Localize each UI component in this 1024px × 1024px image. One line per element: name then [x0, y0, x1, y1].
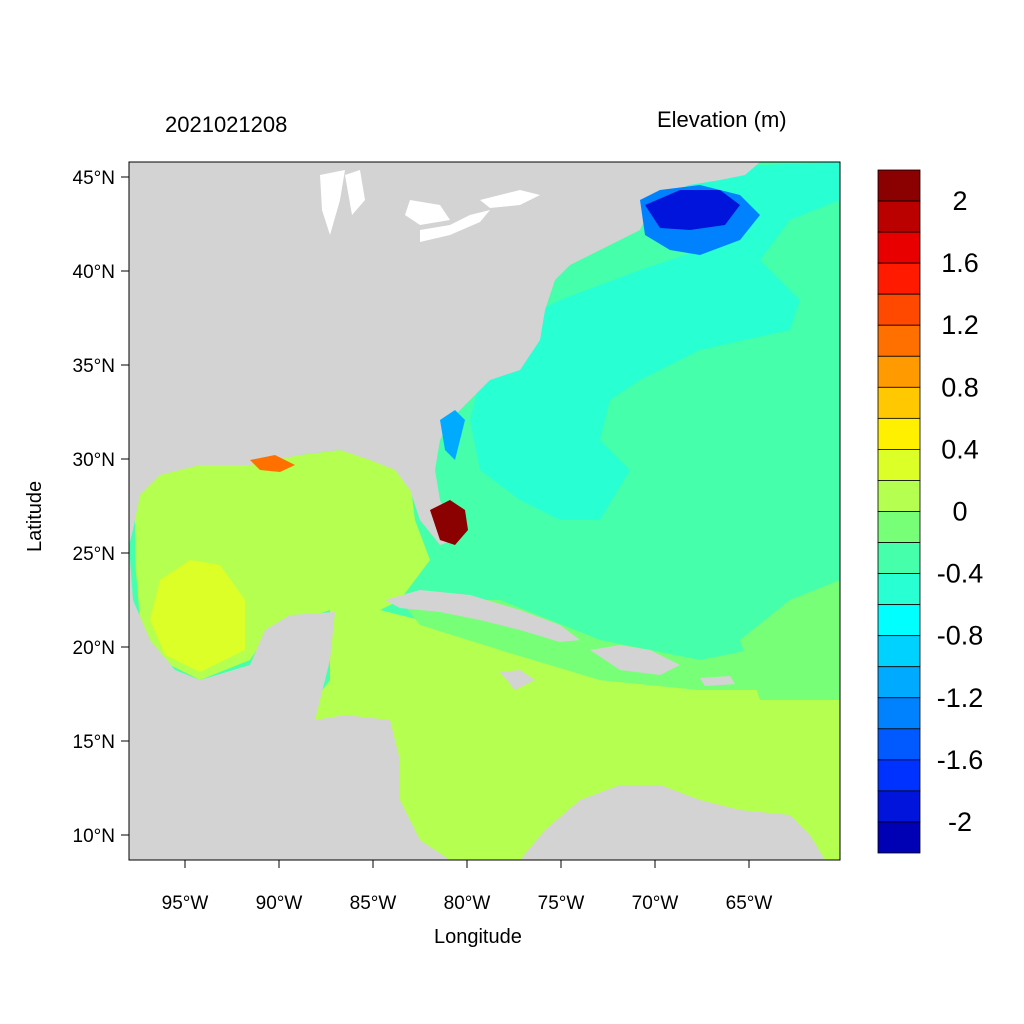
hispaniola-land: [590, 645, 680, 675]
mexico-land: [129, 545, 450, 860]
lon-tick-label: 80°W: [444, 893, 491, 914]
colorbar-swatch: [877, 759, 921, 792]
east-caribbean-region: [740, 580, 840, 700]
lat-tick-label: 10°N: [73, 826, 115, 847]
lat-tick-label: 30°N: [73, 450, 115, 471]
colorbar-label: 1.2: [941, 310, 979, 340]
great-lakes: [320, 170, 540, 242]
jamaica-land: [500, 670, 535, 690]
colorbar-swatch: [877, 200, 921, 233]
carolina-coastal-low: [440, 410, 465, 460]
variable-title: Elevation (m): [657, 107, 787, 132]
colorbar-label: 2: [952, 186, 967, 216]
colorbar-swatch: [877, 480, 921, 512]
colorbar-swatch: [877, 511, 921, 543]
lon-tick-label: 65°W: [726, 893, 773, 914]
x-axis-label: Longitude: [434, 926, 522, 948]
colorbar-swatch: [877, 231, 921, 264]
colorbar-label: 1.6: [941, 248, 979, 278]
north-america-land: [129, 162, 650, 545]
colorbar-swatch: [877, 355, 921, 388]
map-plot-area: [129, 162, 840, 860]
colorbar-swatch: [877, 821, 921, 854]
colorbar-swatch: [877, 293, 921, 326]
longitude-axis: 95°W 90°W 85°W 80°W 75°W 70°W 65°W: [162, 860, 773, 914]
colorbar-swatch: [877, 635, 921, 668]
lon-tick-label: 70°W: [632, 893, 679, 914]
colorbar-swatch: [877, 604, 921, 637]
south-america-land: [520, 785, 825, 860]
colorbar-label: -1.6: [937, 745, 984, 775]
colorbar-swatch: [877, 449, 921, 481]
colorbar-label: 0.4: [941, 434, 979, 464]
latitude-axis: 45°N 40°N 35°N 30°N 25°N 20°N 15°N 10°N: [73, 168, 129, 847]
atlantic-shelf-region: [470, 250, 800, 520]
colorbar-swatch: [877, 728, 921, 761]
colorbar-label: 0: [952, 497, 967, 527]
lat-tick-label: 45°N: [73, 168, 115, 189]
lon-tick-label: 85°W: [350, 893, 397, 914]
colorbar-label: 0.8: [941, 372, 979, 402]
gulf-west-high: [150, 560, 245, 672]
colorbar-swatch: [877, 417, 921, 450]
lon-tick-label: 95°W: [162, 893, 209, 914]
lat-tick-label: 20°N: [73, 638, 115, 659]
plot-frame: [128, 161, 841, 861]
colorbar-swatch: [877, 666, 921, 699]
new-england-land: [640, 162, 760, 230]
lat-tick-label: 35°N: [73, 356, 115, 377]
colorbar-label: -0.4: [937, 559, 984, 589]
colorbar-swatch: [877, 542, 921, 574]
colorbar-label: -1.2: [937, 683, 984, 713]
elevation-colorbar: 2 1.6 1.2 0.8 0.4 0 -0.4 -0.8 -1.2 -1.6 -2: [877, 169, 984, 854]
caribbean-sea: [300, 610, 840, 860]
lat-tick-label: 25°N: [73, 544, 115, 565]
timestamp-title: 2021021208: [165, 112, 288, 137]
colorbar-swatch: [877, 262, 921, 295]
colorbar-swatch: [877, 790, 921, 823]
colorbar-swatch: [877, 386, 921, 419]
lat-tick-label: 40°N: [73, 262, 115, 283]
lon-tick-label: 75°W: [538, 893, 585, 914]
colorbar-label: -0.8: [937, 621, 984, 651]
colorbar-swatch: [877, 324, 921, 357]
lat-tick-label: 15°N: [73, 732, 115, 753]
colorbar-swatch: [877, 697, 921, 730]
cuba-land: [385, 590, 580, 642]
gulf-coast-surge: [250, 455, 295, 472]
colorbar-swatch: [877, 169, 921, 202]
puerto-rico-land: [700, 676, 735, 686]
colorbar-swatch: [877, 573, 921, 606]
gulf-of-maine-core: [645, 190, 740, 230]
colorbar-label: -2: [948, 807, 972, 837]
lon-tick-label: 90°W: [256, 893, 303, 914]
florida-surge-high: [430, 500, 468, 545]
